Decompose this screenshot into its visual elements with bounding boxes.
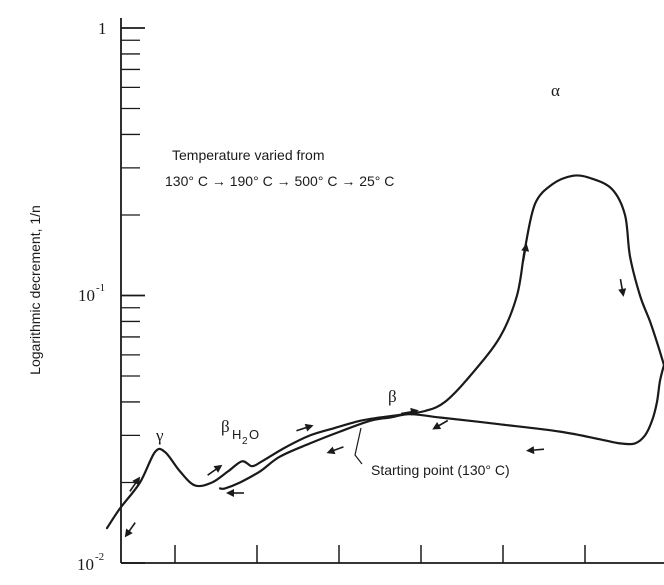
y-tick-label-0.1-mantissa: 10 [78, 286, 95, 305]
y-tick-label-0.01: 10 -2 [77, 551, 104, 574]
annotation-line-1: Temperature varied from [172, 147, 325, 163]
direction-arrow [400, 407, 419, 416]
starting-point-leader [354, 427, 363, 465]
starting-point-label: Starting point (130° C) [371, 462, 510, 478]
peak-label-beta-h2o-2: 2 [242, 436, 248, 447]
direction-arrow [129, 476, 141, 492]
direction-arrow [521, 243, 530, 262]
direction-arrows [124, 243, 627, 538]
y-tick-label-0.01-exponent: -2 [95, 551, 104, 563]
direction-arrow [296, 423, 314, 432]
y-tick-label-0.1-exponent: -1 [96, 282, 105, 294]
y-axis-title: Logarithmic decrement, 1/n [27, 205, 43, 375]
peak-label-beta-h2o-beta: β [221, 417, 230, 436]
y-tick-label-0.1: 10 -1 [78, 282, 105, 305]
x-ticks [174, 545, 586, 563]
direction-arrow [207, 464, 223, 476]
peak-label-beta-h2o-o: O [249, 427, 259, 442]
direction-arrow [124, 522, 136, 538]
direction-arrow [526, 446, 545, 455]
peak-label-beta-h2o: β H 2 O [221, 417, 259, 447]
direction-arrow [432, 419, 449, 430]
direction-arrow [618, 278, 627, 297]
peak-label-beta: β [388, 387, 397, 406]
annotation-line-2: 130° C → 190° C → 500° C → 25° C [165, 173, 394, 189]
direction-arrow [326, 446, 344, 455]
peak-label-beta-h2o-h: H [232, 427, 241, 442]
y-tick-label-0.01-mantissa: 10 [77, 555, 94, 574]
direction-arrow [226, 489, 244, 497]
peak-label-alpha: α [551, 81, 560, 100]
peak-label-gamma: γ [155, 426, 164, 445]
series-decreasing-temperature [218, 363, 664, 490]
y-ticks [121, 27, 145, 564]
y-tick-label-1: 1 [98, 19, 107, 38]
